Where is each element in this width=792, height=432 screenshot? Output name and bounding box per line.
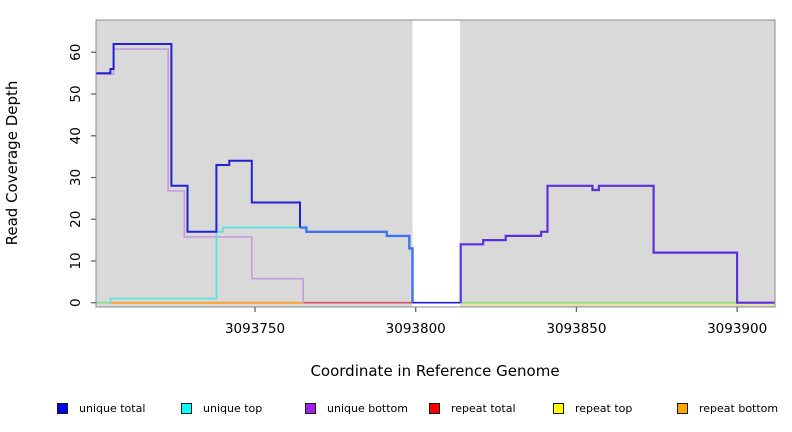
legend-label: repeat top: [575, 401, 633, 415]
legend-label: unique top: [203, 401, 263, 415]
y-axis-label: Read Coverage Depth: [3, 81, 21, 246]
legend-item-repeat-bottom: repeat bottom: [677, 398, 778, 418]
x-tick-label: 3093800: [386, 321, 446, 337]
coverage-plot: 3093750 3093800 3093850 3093900 0 10 20 30 40 50 6…: [3, 19, 776, 380]
legend-label: repeat total: [451, 401, 516, 415]
legend-item-repeat-top: repeat top: [553, 398, 632, 418]
legend-item-unique-top: unique top: [181, 398, 262, 418]
y-tick-label: 40: [68, 127, 84, 144]
legend-label: unique bottom: [327, 401, 409, 415]
legend-swatch-unique-bottom: [305, 402, 316, 414]
y-tick-label: 30: [68, 169, 84, 186]
plot-drawing: 3093750 3093800 3093850 3093900 0 10 20 30 40 50 6…: [68, 19, 776, 337]
legend-label: repeat bottom: [699, 401, 779, 415]
legend-swatch-repeat-top: [553, 402, 564, 414]
x-tick-label: 3093750: [225, 321, 285, 337]
legend-swatch-unique-total: [57, 402, 68, 414]
y-tick-label: 0: [68, 298, 84, 307]
y-tick-label: 10: [68, 252, 84, 269]
legend-item-unique-bottom: unique bottom: [305, 398, 408, 418]
legend: unique total unique top unique bottom re…: [0, 398, 792, 420]
legend-label: unique total: [79, 401, 146, 415]
x-tick-label: 3093900: [707, 321, 767, 337]
x-tick-label: 3093850: [546, 321, 606, 337]
y-tick-label: 50: [68, 85, 84, 102]
x-axis-label: Coordinate in Reference Genome: [310, 362, 559, 380]
legend-swatch-repeat-bottom: [677, 402, 688, 414]
y-tick-label: 60: [68, 44, 84, 61]
legend-item-repeat-total: repeat total: [429, 398, 516, 418]
legend-swatch-unique-top: [181, 402, 192, 414]
legend-swatch-repeat-total: [429, 402, 440, 414]
legend-item-unique-total: unique total: [57, 398, 145, 418]
y-tick-label: 20: [68, 211, 84, 228]
